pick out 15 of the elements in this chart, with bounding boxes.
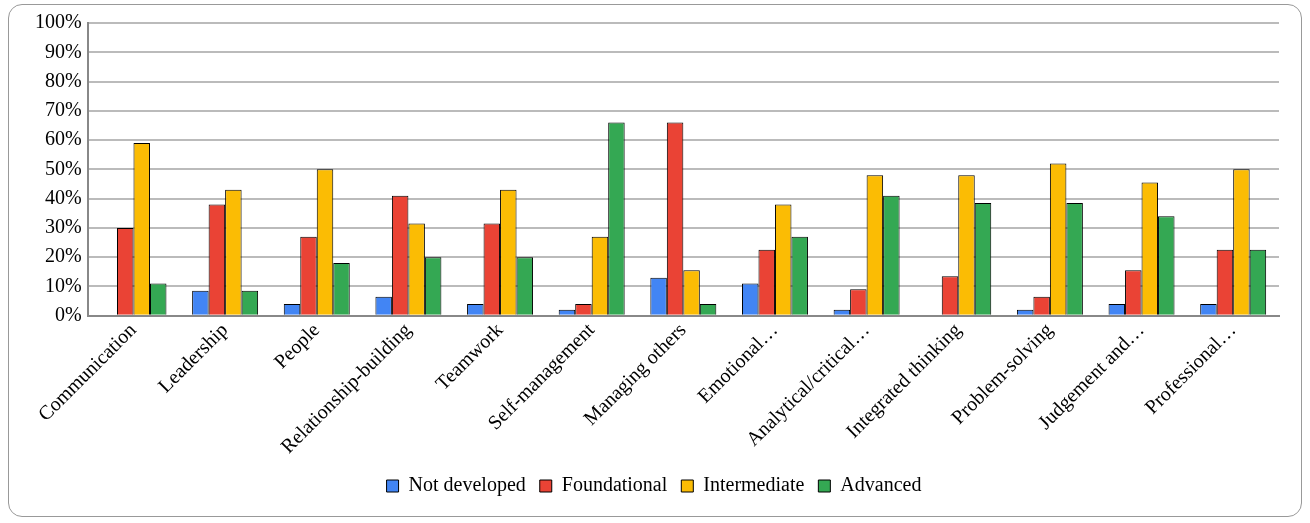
legend-label: Not developed — [408, 473, 526, 497]
y-tick-label: 20% — [44, 244, 82, 267]
y-tick-label: 30% — [44, 215, 82, 238]
y-tick-label: 100% — [34, 10, 82, 33]
y-tick-label: 70% — [44, 98, 82, 121]
y-tick-label: 40% — [44, 185, 82, 208]
y-tick-label: 80% — [44, 68, 82, 91]
y-tick-label: 50% — [44, 156, 82, 179]
legend-label: Intermediate — [703, 473, 805, 496]
legend-label: Advanced — [840, 473, 922, 496]
y-tick-label: 60% — [44, 127, 82, 150]
y-tick-label: 0% — [54, 302, 82, 325]
y-tick-label: 90% — [44, 39, 82, 62]
legend-label: Foundational — [561, 473, 668, 496]
y-tick-label: 10% — [44, 273, 82, 296]
